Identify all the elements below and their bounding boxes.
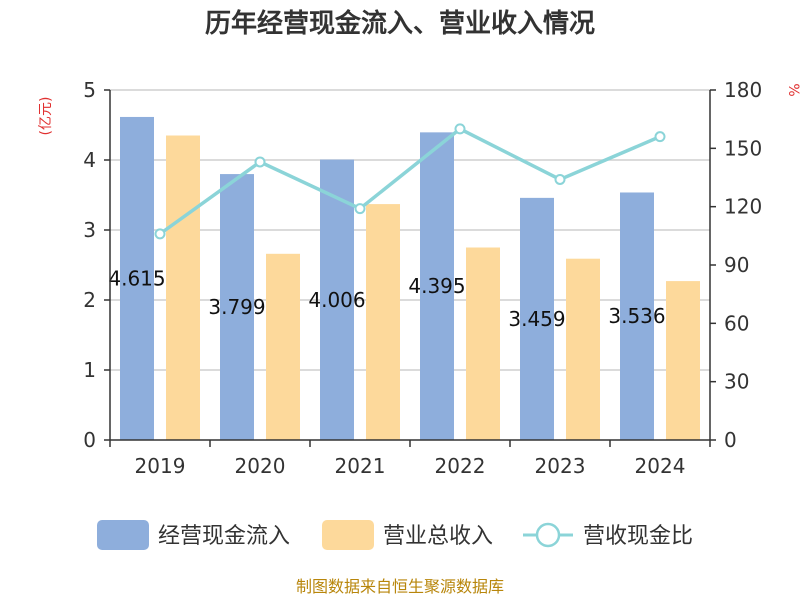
right-tick-label: 30 <box>724 370 749 394</box>
right-tick-label: 60 <box>724 311 749 335</box>
data-label-cash-inflow: 4.006 <box>308 288 365 312</box>
left-axis-unit: (亿元) <box>38 97 54 136</box>
left-tick-label: 1 <box>83 358 96 382</box>
legend-label-total-revenue: 营业总收入 <box>383 524 493 549</box>
x-tick-label: 2021 <box>335 454 386 478</box>
ratio-point <box>254 156 266 168</box>
right-axis-unit: % <box>785 83 800 96</box>
ratio-point <box>454 123 466 135</box>
x-tick-label: 2024 <box>635 454 686 478</box>
axes: 0 1 2 3 4 5 0 30 60 90 120 150 180 2019 2020 2021 2022 20… <box>83 78 762 478</box>
ratio-point <box>654 131 666 143</box>
bar-cash-inflow <box>420 132 454 440</box>
x-tick-label: 2022 <box>435 454 486 478</box>
data-label-cash-inflow: 3.799 <box>208 295 265 319</box>
right-tick-label: 120 <box>724 195 762 219</box>
left-tick-label: 2 <box>83 288 96 312</box>
data-labels: 4.615 3.799 4.006 4.395 3.459 3.536 <box>108 266 665 330</box>
grid-lines <box>110 89 710 371</box>
ratio-point <box>354 203 366 215</box>
left-tick-label: 3 <box>83 218 96 242</box>
bar-cash-inflow <box>120 116 154 440</box>
legend-swatch-total-revenue <box>322 520 374 550</box>
bars <box>120 116 700 440</box>
data-label-cash-inflow: 3.459 <box>508 307 565 331</box>
bar-cash-inflow <box>620 192 654 440</box>
x-tick-label: 2019 <box>135 454 186 478</box>
legend-swatch-cash-inflow <box>97 520 149 550</box>
bar-cash-inflow <box>520 197 554 440</box>
x-tick-label: 2023 <box>535 454 586 478</box>
bar-total-revenue <box>466 247 500 440</box>
left-tick-label: 4 <box>83 148 96 172</box>
bar-total-revenue <box>166 135 200 440</box>
x-tick-label: 2020 <box>235 454 286 478</box>
ratio-line <box>154 123 666 240</box>
data-label-cash-inflow: 4.615 <box>108 266 165 290</box>
legend-label-ratio: 营收现金比 <box>583 524 693 549</box>
ratio-point <box>554 173 566 185</box>
right-tick-label: 180 <box>724 78 762 102</box>
left-tick-label: 5 <box>83 78 96 102</box>
bar-total-revenue <box>366 204 400 440</box>
bar-cash-inflow <box>320 159 354 440</box>
right-tick-label: 150 <box>724 136 762 160</box>
left-tick-label: 0 <box>83 428 96 452</box>
legend: 经营现金流入 营业总收入 营收现金比 <box>97 520 693 550</box>
bar-total-revenue <box>566 258 600 440</box>
right-tick-label: 90 <box>724 253 749 277</box>
chart-title: 历年经营现金流入、营业收入情况 <box>205 8 595 39</box>
data-label-cash-inflow: 4.395 <box>408 274 465 298</box>
legend-label-cash-inflow: 经营现金流入 <box>158 524 290 549</box>
ratio-polyline <box>158 126 661 236</box>
bar-total-revenue <box>666 281 700 440</box>
right-tick-label: 0 <box>724 428 737 452</box>
data-label-cash-inflow: 3.536 <box>608 304 665 328</box>
source-note: 制图数据来自恒生聚源数据库 <box>296 577 504 596</box>
ratio-point <box>154 228 166 240</box>
legend-marker-ratio <box>535 522 561 548</box>
bar-total-revenue <box>266 253 300 440</box>
bar-cash-inflow <box>220 174 254 440</box>
